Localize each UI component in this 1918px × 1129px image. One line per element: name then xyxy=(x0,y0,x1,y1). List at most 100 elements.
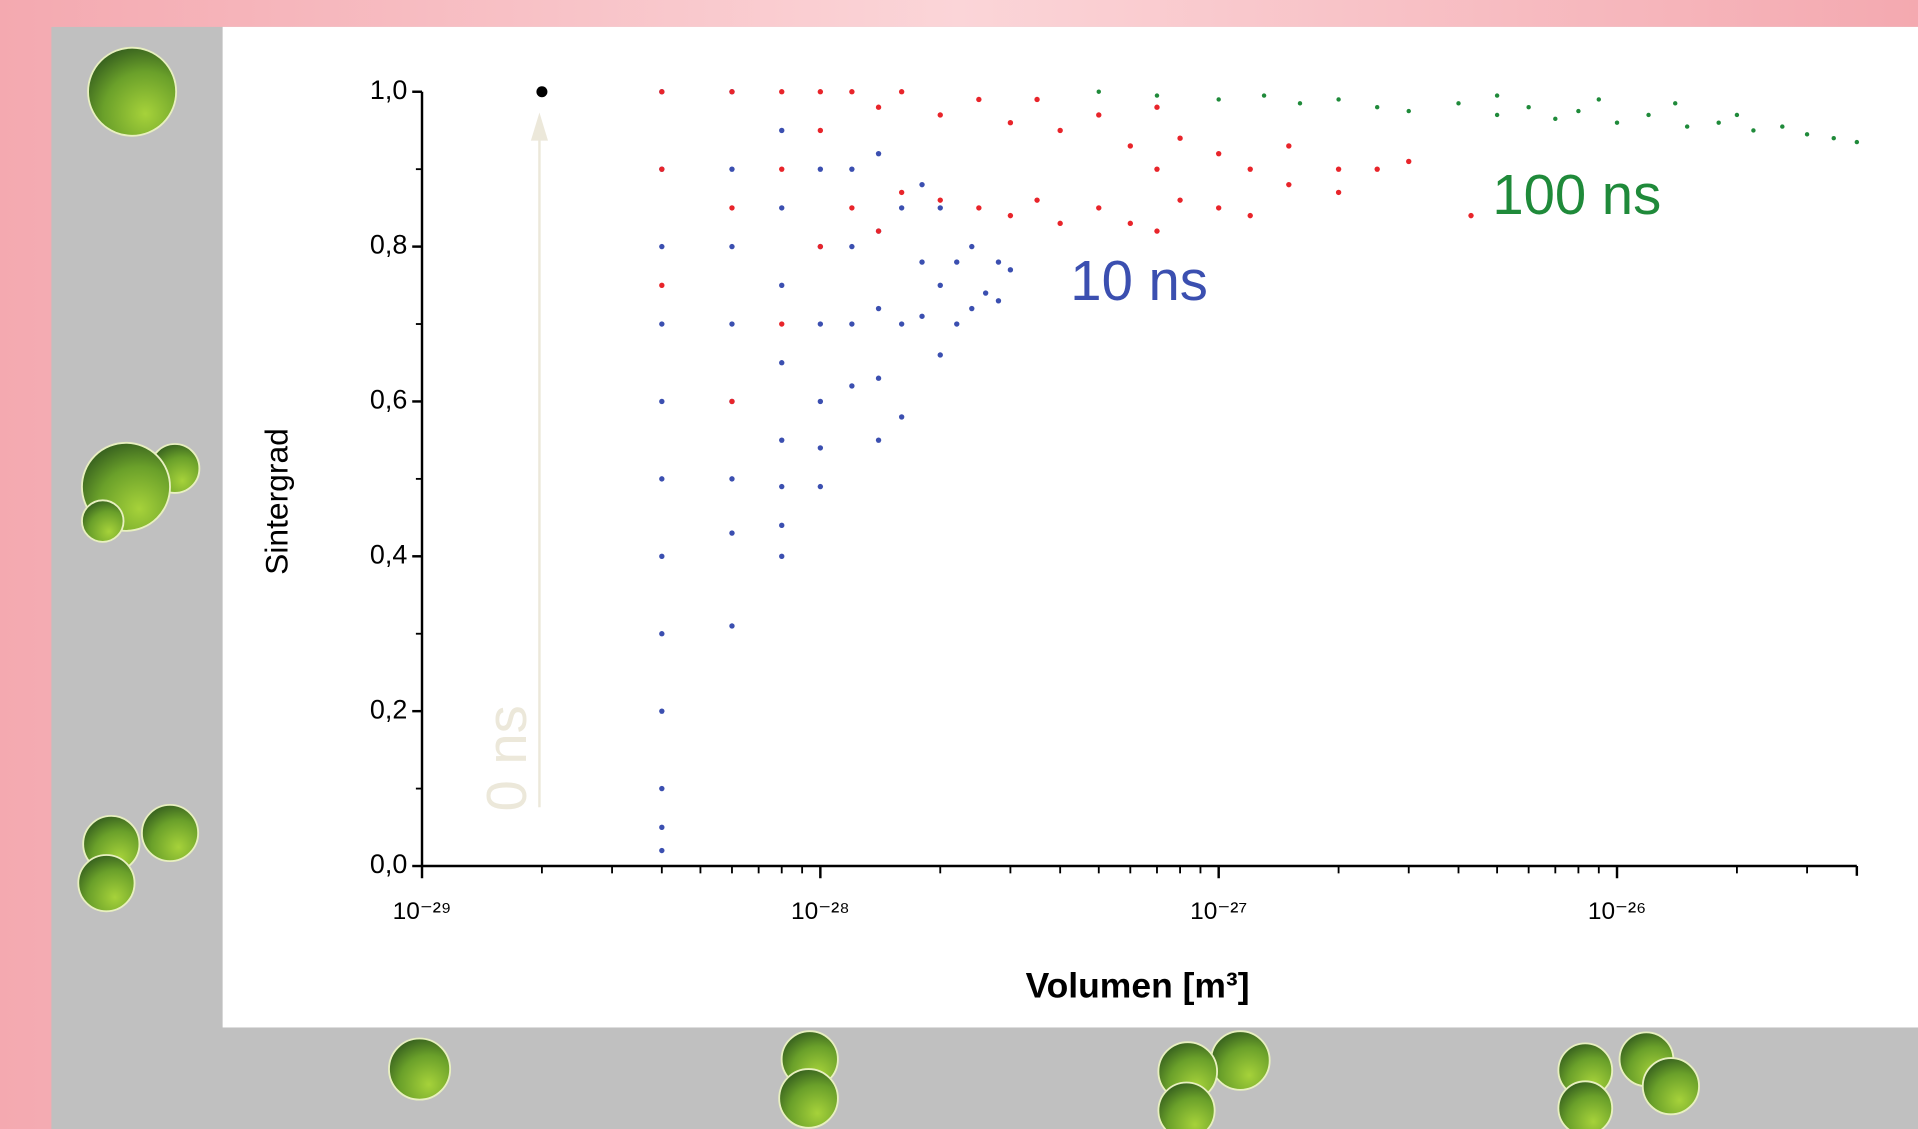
point xyxy=(1127,143,1134,149)
point xyxy=(1247,212,1253,219)
point xyxy=(1406,108,1411,114)
point xyxy=(817,243,824,250)
point xyxy=(875,375,882,381)
point xyxy=(659,476,665,482)
y-tick-label: 0,6 xyxy=(370,385,407,415)
point xyxy=(1034,96,1040,103)
point xyxy=(1684,124,1690,129)
point xyxy=(659,824,665,830)
point xyxy=(1216,97,1221,102)
point xyxy=(1374,166,1380,172)
point xyxy=(1596,97,1601,102)
point xyxy=(875,104,882,110)
point xyxy=(659,321,665,327)
point xyxy=(1261,93,1267,98)
point xyxy=(1154,228,1160,234)
point xyxy=(976,96,982,103)
point xyxy=(1673,101,1678,106)
point xyxy=(817,166,824,172)
point xyxy=(875,228,882,234)
point xyxy=(1247,166,1253,172)
point xyxy=(729,243,735,250)
point xyxy=(1007,212,1014,219)
particle-illustrations xyxy=(77,46,1700,1129)
point xyxy=(779,205,785,211)
x-tick-label: 10⁻²⁶ xyxy=(1588,898,1646,925)
point xyxy=(1177,197,1183,203)
point xyxy=(1336,97,1341,102)
point xyxy=(954,259,960,265)
point xyxy=(1854,139,1860,145)
y-tick-label: 0,2 xyxy=(370,694,407,724)
x-axis-title: Volumen [m³] xyxy=(1026,966,1250,1006)
point xyxy=(1154,104,1160,110)
point xyxy=(937,352,943,358)
point xyxy=(1780,124,1785,129)
point xyxy=(779,89,785,95)
point xyxy=(849,89,855,95)
point xyxy=(779,282,785,288)
point xyxy=(995,259,1002,265)
point xyxy=(1716,120,1721,125)
point xyxy=(779,360,785,366)
y-tick-label: 0,0 xyxy=(370,849,407,879)
point xyxy=(969,305,975,312)
point xyxy=(1406,158,1412,165)
point xyxy=(1456,101,1461,106)
point xyxy=(1494,112,1500,118)
point xyxy=(729,205,735,211)
point xyxy=(659,847,665,854)
point xyxy=(875,437,882,443)
point xyxy=(1494,93,1500,98)
y-tick-label: 0,8 xyxy=(370,230,407,260)
point xyxy=(729,623,735,629)
plot-area xyxy=(222,26,1918,1028)
point xyxy=(937,197,943,203)
point xyxy=(1215,150,1222,157)
point xyxy=(1007,267,1014,273)
point xyxy=(976,205,982,211)
point xyxy=(659,785,665,792)
point xyxy=(729,321,735,327)
point xyxy=(1646,112,1651,118)
point xyxy=(1096,89,1101,94)
point xyxy=(659,553,665,559)
point xyxy=(729,89,735,95)
annotation-10ns: 10 ns xyxy=(1070,249,1208,312)
y-axis-title: Sintergrad xyxy=(258,428,294,575)
arrow-head xyxy=(530,112,548,141)
point xyxy=(982,290,989,296)
point xyxy=(1614,120,1620,125)
point xyxy=(817,127,824,134)
point xyxy=(1297,101,1303,106)
point xyxy=(898,89,905,95)
x-tick-label: 10⁻²⁹ xyxy=(393,898,452,925)
point xyxy=(1576,108,1581,114)
point xyxy=(849,205,855,211)
point xyxy=(659,282,665,288)
point xyxy=(1154,166,1160,172)
point xyxy=(659,708,665,714)
point xyxy=(849,243,855,250)
point xyxy=(536,86,548,98)
point xyxy=(995,298,1002,304)
point xyxy=(729,476,735,482)
point xyxy=(817,321,824,327)
point xyxy=(937,205,943,211)
point xyxy=(875,150,882,157)
point xyxy=(659,89,665,95)
point xyxy=(729,530,735,536)
point xyxy=(954,321,960,327)
point xyxy=(817,398,824,405)
point xyxy=(1526,105,1531,110)
annotation-0ns: 0 ns xyxy=(475,705,538,811)
point xyxy=(1096,205,1102,211)
point xyxy=(817,483,824,490)
point xyxy=(817,89,824,95)
point xyxy=(898,189,905,196)
point xyxy=(1007,120,1014,126)
point xyxy=(898,414,905,420)
point xyxy=(1553,116,1558,122)
